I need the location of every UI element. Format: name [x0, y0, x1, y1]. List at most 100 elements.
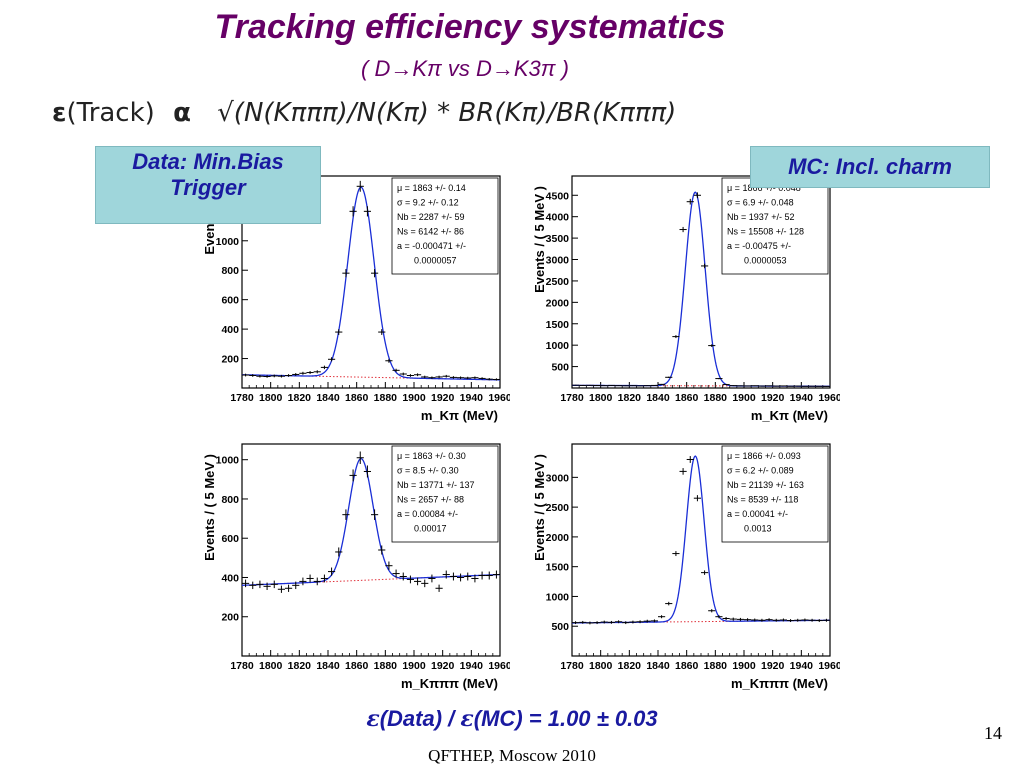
- data-point: [406, 575, 414, 584]
- x-axis-label: m_Kπ (MeV): [751, 408, 828, 423]
- y-tick-label: 1500: [546, 319, 570, 331]
- y-tick-label: 4500: [546, 190, 570, 202]
- data-point: [428, 574, 436, 583]
- data-point: [600, 620, 608, 624]
- data-point: [292, 581, 300, 590]
- data-point: [650, 619, 658, 623]
- data-point: [457, 573, 465, 582]
- data-point: [715, 615, 723, 619]
- y-axis-label: Events / ( 5 MeV ): [202, 454, 217, 561]
- data-point: [471, 376, 479, 379]
- data-point: [371, 269, 379, 278]
- y-tick-label: 600: [221, 533, 239, 545]
- data-point: [686, 456, 694, 463]
- data-point: [593, 385, 601, 387]
- data-point: [722, 384, 730, 386]
- data-point: [414, 577, 422, 586]
- data-point: [414, 373, 422, 377]
- data-point: [313, 370, 321, 374]
- fit-parameter-text: a = 0.00084 +/-: [397, 509, 458, 519]
- data-point: [622, 385, 630, 387]
- data-point: [665, 601, 673, 606]
- data-point: [328, 567, 336, 576]
- y-tick-label: 500: [551, 362, 569, 374]
- y-tick-label: 500: [551, 621, 569, 633]
- result-epsilon-mc: ε: [460, 706, 474, 732]
- y-tick-label: 400: [221, 572, 239, 584]
- fit-parameter-text: Nb = 21139 +/- 163: [727, 480, 804, 490]
- x-axis-label: m_Kπππ (MeV): [731, 676, 828, 691]
- data-point: [449, 572, 457, 581]
- data-point: [622, 621, 630, 625]
- x-tick-label: 1940: [790, 660, 814, 672]
- data-point: [435, 584, 443, 592]
- x-tick-label: 1840: [316, 392, 340, 404]
- data-point: [378, 329, 386, 335]
- page-number: 14: [984, 723, 1002, 743]
- data-point: [615, 620, 623, 624]
- data-point: [464, 376, 472, 380]
- data-point: [421, 579, 429, 588]
- data-point: [779, 618, 787, 622]
- x-tick-label: 1840: [646, 660, 670, 672]
- data-point: [320, 574, 328, 583]
- data-point: [263, 582, 271, 591]
- x-tick-label: 1780: [230, 392, 254, 404]
- data-point: [665, 376, 673, 378]
- x-tick-label: 1900: [732, 660, 756, 672]
- data-point: [270, 580, 278, 589]
- data-point: [406, 374, 414, 377]
- y-tick-label: 1000: [546, 340, 570, 352]
- x-tick-label: 1880: [374, 660, 398, 672]
- x-tick-label: 1960: [488, 660, 510, 672]
- data-point: [708, 609, 716, 613]
- data-point: [607, 620, 615, 624]
- data-point: [442, 374, 450, 378]
- data-point: [356, 180, 364, 192]
- y-tick-label: 1000: [216, 236, 240, 248]
- fit-parameter-text: μ = 1863 +/- 0.30: [397, 451, 466, 461]
- data-point: [277, 374, 285, 378]
- data-point: [277, 585, 285, 593]
- x-tick-label: 1900: [402, 392, 426, 404]
- data-point: [808, 385, 816, 387]
- data-point: [615, 385, 623, 387]
- x-tick-label: 1960: [818, 392, 840, 404]
- fit-parameter-text: 0.0000053: [744, 256, 787, 266]
- data-point: [572, 621, 580, 625]
- x-tick-label: 1960: [818, 660, 840, 672]
- formula-track: (Track): [66, 98, 155, 128]
- data-point: [593, 621, 601, 625]
- x-tick-label: 1780: [230, 660, 254, 672]
- data-point: [249, 374, 257, 377]
- data-point: [378, 545, 386, 555]
- data-point: [285, 374, 293, 377]
- fit-parameter-text: a = -0.000471 +/-: [397, 241, 466, 251]
- data-point: [421, 375, 429, 379]
- data-point: [658, 383, 666, 385]
- data-point: [779, 385, 787, 387]
- data-point: [256, 374, 264, 378]
- x-tick-label: 1800: [589, 660, 613, 672]
- slide-title: Tracking efficiency systematics: [214, 8, 726, 46]
- data-point: [679, 226, 687, 233]
- x-tick-label: 1860: [675, 660, 699, 672]
- data-point: [335, 329, 343, 335]
- data-point: [313, 577, 321, 586]
- data-point: [285, 584, 293, 592]
- data-point: [822, 385, 830, 387]
- fit-parameter-text: σ = 6.9 +/- 0.048: [727, 198, 794, 208]
- fit-parameter-text: Nb = 2287 +/- 59: [397, 212, 465, 222]
- data-point: [306, 371, 314, 375]
- data-point: [478, 377, 486, 380]
- x-tick-label: 1780: [560, 660, 584, 672]
- y-tick-label: 1000: [546, 591, 570, 603]
- data-point: [335, 547, 343, 557]
- fit-parameter-text: Ns = 6142 +/- 86: [397, 227, 464, 237]
- data-point: [787, 385, 795, 387]
- fit-parameter-text: 0.00017: [414, 524, 447, 534]
- x-tick-label: 1800: [259, 392, 283, 404]
- efficiency-ratio-result: ε(Data) / ε(MC) = 1.00 ± 0.03: [0, 706, 1024, 732]
- x-tick-label: 1820: [288, 660, 312, 672]
- data-point: [306, 574, 314, 583]
